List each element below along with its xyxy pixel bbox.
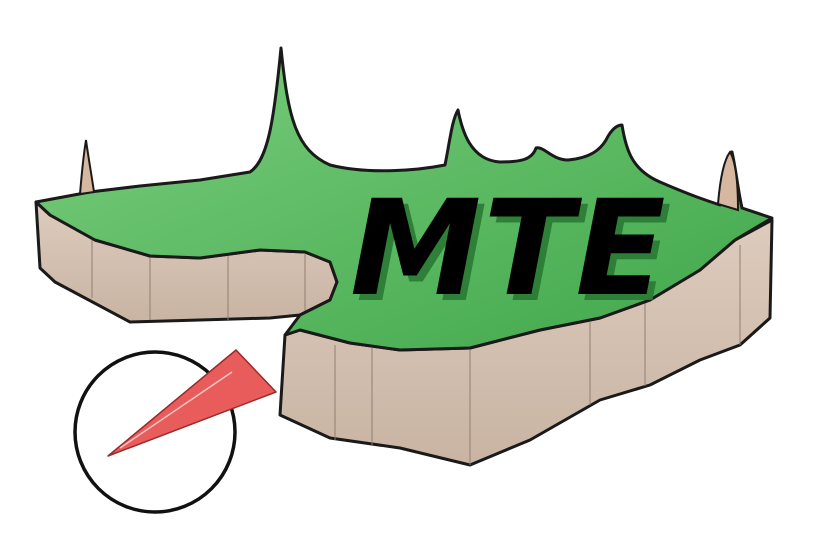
brand-text: MTE <box>350 172 668 326</box>
left-spire <box>78 139 96 196</box>
brand-text-shadow: MTE <box>356 178 674 332</box>
right-spire <box>716 150 740 212</box>
compass-needle-icon <box>107 349 277 457</box>
compass-icon <box>73 349 277 514</box>
terrain-side-walls <box>34 200 774 467</box>
wall-texture <box>91 240 741 465</box>
